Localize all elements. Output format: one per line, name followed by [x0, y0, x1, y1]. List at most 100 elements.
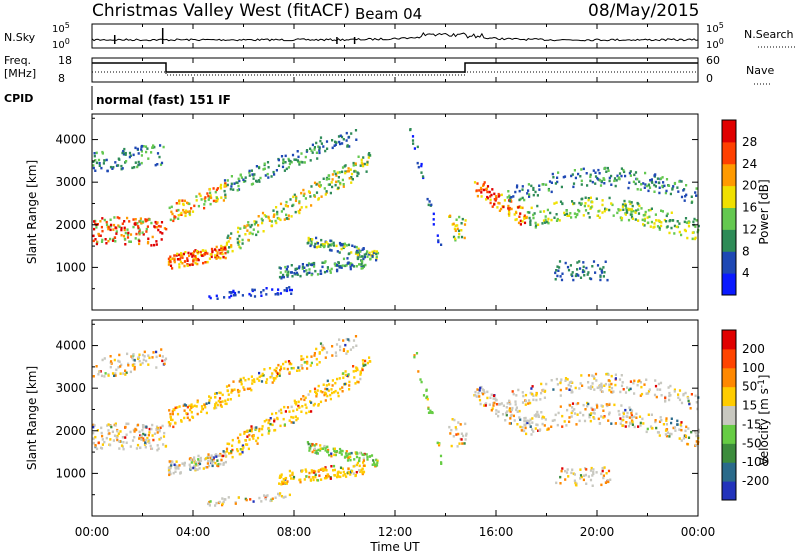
range-cell: [207, 198, 210, 201]
range-cell: [584, 473, 587, 477]
range-cell: [355, 344, 358, 347]
range-cell: [436, 441, 439, 445]
range-cell: [531, 428, 534, 431]
range-cell: [309, 147, 312, 150]
colorbar-swatch-4: [722, 185, 736, 208]
range-cell: [564, 261, 567, 265]
range-cell: [230, 232, 233, 235]
range-cell: [110, 223, 113, 227]
range-cell: [319, 400, 323, 404]
range-cell: [508, 211, 511, 215]
range-cell: [117, 440, 121, 443]
range-cell: [582, 269, 585, 272]
range-cell: [348, 339, 351, 343]
range-cell: [169, 412, 172, 416]
range-cell: [603, 182, 606, 185]
range-cell: [602, 409, 605, 412]
range-cell: [356, 380, 359, 384]
range-cell: [261, 211, 265, 215]
range-cell: [357, 247, 360, 251]
range-cell: [450, 444, 453, 448]
range-cell: [316, 157, 319, 160]
range-cell: [243, 430, 246, 434]
range-cell: [515, 406, 518, 409]
range-cell: [337, 261, 340, 264]
range-cell: [230, 291, 233, 294]
range-cell: [313, 148, 316, 151]
range-cell: [628, 416, 631, 419]
range-cell: [532, 398, 535, 402]
range-cell: [291, 472, 294, 475]
range-cell: [189, 465, 192, 469]
range-cell: [529, 221, 532, 224]
range-cell: [478, 189, 481, 192]
range-cell: [288, 469, 291, 473]
range-cell: [665, 220, 668, 223]
range-cell: [551, 172, 554, 176]
range-cell: [375, 464, 379, 467]
range-cell: [482, 183, 485, 186]
range-cell: [309, 444, 313, 448]
range-cell: [232, 294, 236, 297]
range-cell: [258, 180, 261, 183]
range-cell: [317, 384, 320, 388]
range-cell: [310, 185, 313, 188]
nsky-tick-low: 100: [52, 37, 70, 51]
range-cell: [624, 213, 627, 216]
range-cell: [140, 148, 143, 151]
range-cell: [319, 449, 322, 452]
range-cell: [654, 379, 657, 382]
range-cell: [420, 164, 423, 168]
range-cell: [678, 180, 681, 183]
range-cell: [512, 414, 515, 418]
range-cell: [275, 206, 278, 209]
range-cell: [620, 174, 623, 178]
range-cell: [347, 170, 350, 173]
range-cell: [231, 444, 234, 447]
range-cell: [589, 478, 593, 482]
range-cell: [582, 265, 585, 269]
range-cell: [190, 406, 193, 409]
range-cell: [312, 469, 315, 473]
range-cell: [310, 410, 313, 413]
range-cell: [238, 240, 241, 243]
range-cell: [614, 377, 617, 380]
range-cell: [294, 267, 297, 271]
range-cell: [215, 501, 218, 505]
range-cell: [156, 431, 159, 434]
range-cell: [147, 157, 150, 160]
range-cell: [202, 467, 205, 470]
range-cell: [253, 378, 256, 381]
range-cell: [117, 157, 120, 160]
range-cell: [529, 425, 532, 428]
range-cell: [624, 391, 628, 394]
range-cell: [678, 437, 681, 440]
range-cell: [199, 250, 202, 254]
range-cell: [334, 474, 337, 477]
range-cell: [188, 202, 191, 206]
range-cell: [121, 151, 124, 155]
range-cell: [304, 468, 307, 471]
range-cell: [596, 176, 599, 180]
range-cell: [307, 393, 310, 396]
range-cell: [134, 218, 137, 221]
range-cell: [248, 429, 251, 433]
range-cell: [490, 193, 493, 197]
range-cell: [119, 372, 122, 375]
range-cell: [303, 270, 306, 273]
range-cell: [547, 217, 550, 221]
range-cell: [120, 228, 123, 232]
range-cell: [334, 389, 337, 393]
range-cell: [290, 161, 293, 164]
range-cell: [629, 208, 632, 211]
nsearch-label: N.Search: [744, 28, 794, 41]
range-cell: [362, 461, 365, 464]
range-cell: [627, 186, 630, 190]
time-tick-label-2: 08:00: [277, 525, 312, 539]
range-cell: [122, 441, 125, 444]
range-cell: [226, 179, 229, 182]
range-cell: [483, 391, 486, 394]
range-cell: [310, 355, 313, 358]
range-cell: [680, 439, 683, 442]
range-cell: [287, 360, 291, 363]
